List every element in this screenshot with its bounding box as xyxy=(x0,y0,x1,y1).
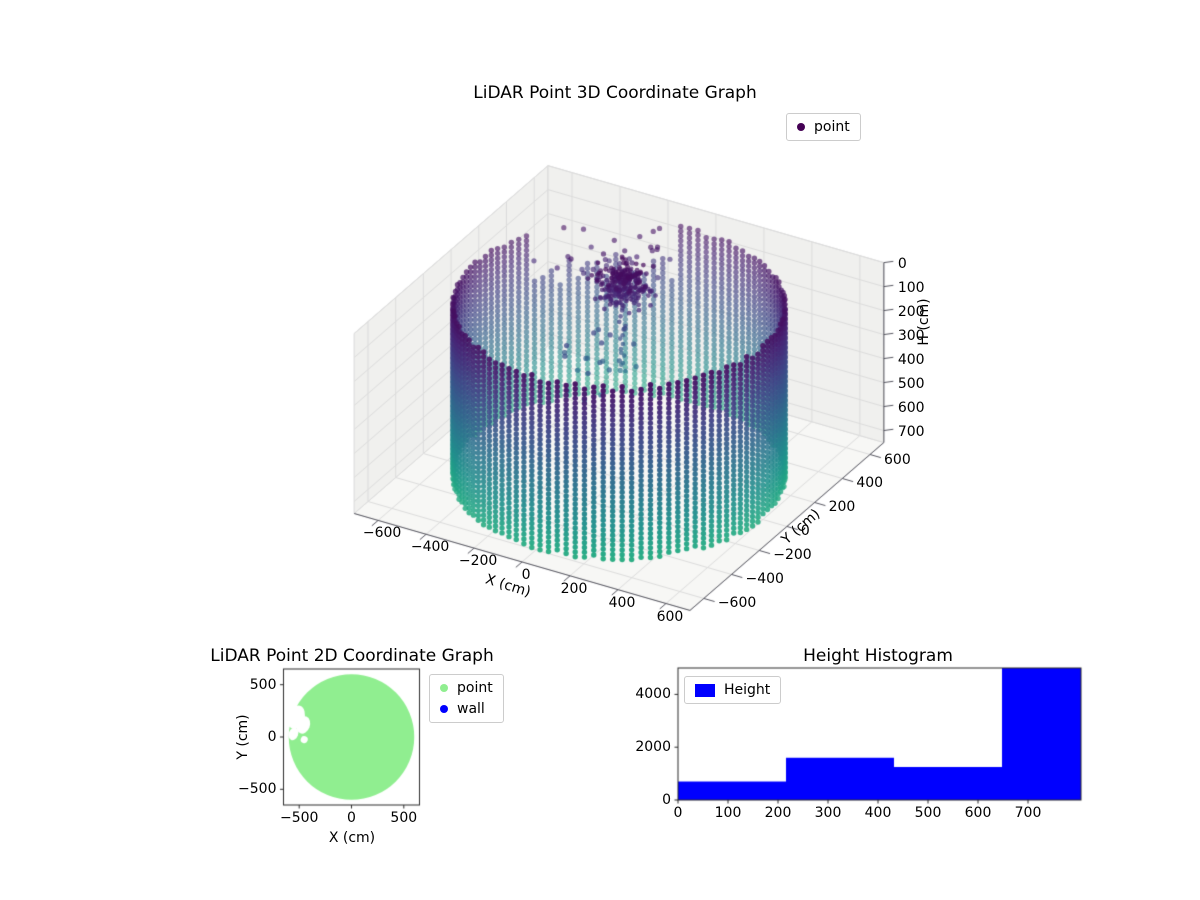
legend-label: wall xyxy=(457,701,485,718)
legend-item-wall: wall xyxy=(440,701,493,717)
legend-label: Height xyxy=(724,682,771,698)
wall-marker-icon xyxy=(440,705,448,714)
plot3d-title: LiDAR Point 3D Coordinate Graph xyxy=(473,83,757,103)
point-marker-icon xyxy=(440,684,448,693)
legend-item-height: Height xyxy=(695,682,770,698)
hist-legend: Height xyxy=(684,676,782,705)
plot3d-legend: point xyxy=(786,113,861,142)
plot3d-h-axis-label: H (cm) xyxy=(916,298,932,346)
legend-label: point xyxy=(457,680,493,696)
plot2d-legend: point wall xyxy=(429,674,504,724)
plot2d-title: LiDAR Point 2D Coordinate Graph xyxy=(210,646,494,666)
point-marker-icon xyxy=(797,123,805,132)
plot2d-y-axis-label: Y (cm) xyxy=(235,714,251,760)
legend-label: point xyxy=(814,119,850,135)
hist-title: Height Histogram xyxy=(803,646,953,666)
plot2d-x-axis-label: X (cm) xyxy=(328,830,376,846)
legend-item-point: point xyxy=(440,680,493,696)
height-swatch-icon xyxy=(695,683,715,697)
legend-item-point: point xyxy=(797,119,850,135)
